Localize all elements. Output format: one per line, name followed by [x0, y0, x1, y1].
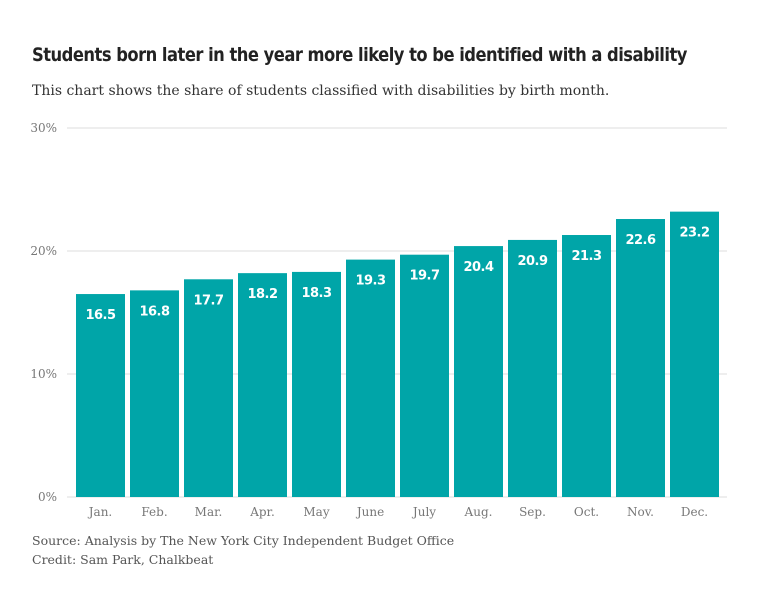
data-label-nov: 22.6 [625, 233, 656, 248]
bar-jan [76, 294, 125, 497]
credit-note: Credit: Sam Park, Chalkbeat [32, 552, 214, 567]
data-label-apr: 18.2 [247, 287, 277, 302]
chart-subtitle: This chart shows the share of students c… [32, 83, 610, 99]
x-tick-label-july: July [411, 505, 436, 519]
data-label-feb: 16.8 [139, 304, 170, 319]
data-label-sep: 20.9 [517, 254, 548, 269]
x-tick-label-oct: Oct. [574, 505, 599, 519]
data-label-may: 18.3 [301, 286, 332, 301]
bar-mar [184, 279, 233, 497]
bar-chart: 0% 10% 20% 30% 16.5 Jan. 16.8 Feb. 17.7 Mar. 18.2 A… [30, 121, 727, 519]
y-tick-label-10: 10% [30, 367, 57, 381]
x-tick-label-nov: Nov. [627, 505, 654, 519]
bar-june [346, 259, 395, 497]
source-note: Source: Analysis by The New York City In… [32, 533, 455, 548]
x-tick-label-mar: Mar. [195, 505, 223, 519]
bar-dec [670, 211, 719, 497]
x-tick-label-aug: Aug. [464, 505, 493, 519]
y-tick-label-30: 30% [30, 121, 57, 135]
bar-sep [508, 239, 557, 497]
bar-apr [238, 273, 287, 497]
data-label-dec: 23.2 [679, 226, 709, 241]
bar-nov [616, 219, 665, 497]
bar-may [292, 271, 341, 497]
data-label-jan: 16.5 [85, 308, 116, 323]
y-tick-label-0: 0% [38, 490, 57, 504]
x-tick-label-apr: Apr. [249, 505, 275, 519]
x-tick-label-dec: Dec. [681, 505, 708, 519]
x-tick-label-jan: Jan. [87, 505, 113, 519]
data-label-oct: 21.3 [571, 249, 602, 264]
y-tick-label-20: 20% [30, 244, 57, 258]
data-label-june: 19.3 [355, 274, 386, 289]
data-label-aug: 20.4 [463, 260, 494, 275]
data-label-july: 19.7 [409, 269, 440, 284]
bar-july [400, 254, 449, 497]
x-tick-label-sep: Sep. [519, 505, 546, 519]
data-label-mar: 17.7 [193, 293, 224, 308]
x-tick-label-feb: Feb. [141, 505, 167, 519]
chart-title: Students born later in the year more lik… [32, 44, 687, 66]
bar-feb [130, 290, 179, 497]
x-tick-label-june: June [355, 505, 384, 519]
bar-aug [454, 246, 503, 497]
x-tick-label-may: May [303, 505, 329, 519]
bar-oct [562, 235, 611, 497]
